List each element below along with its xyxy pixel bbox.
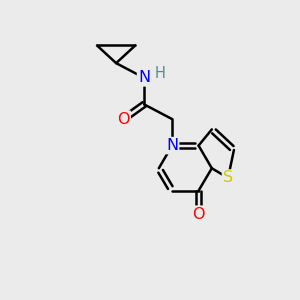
Text: S: S bbox=[223, 170, 233, 185]
Text: N: N bbox=[138, 70, 150, 86]
Text: H: H bbox=[155, 66, 166, 81]
Text: O: O bbox=[117, 112, 130, 127]
Text: N: N bbox=[166, 138, 178, 153]
Text: O: O bbox=[192, 207, 205, 222]
